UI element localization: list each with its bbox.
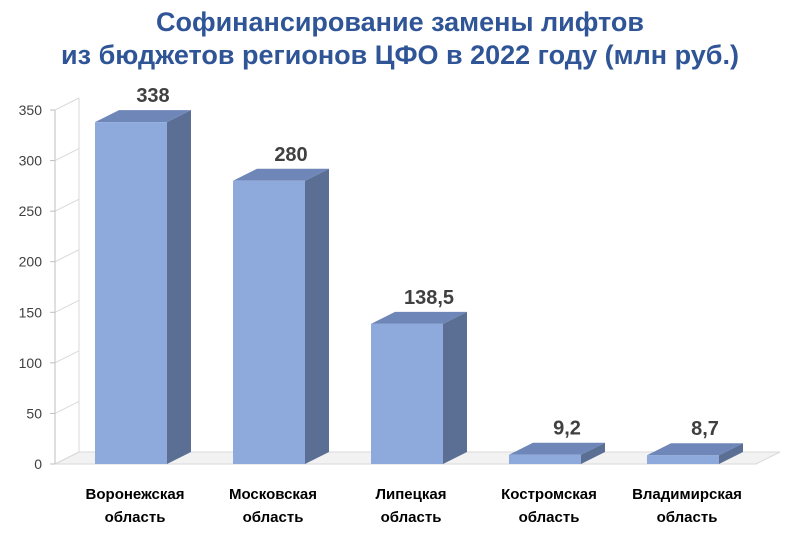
- data-label: 280: [274, 144, 307, 166]
- bar: [509, 454, 581, 464]
- y-gridline-diagonal: [54, 451, 80, 465]
- x-tick-label: область: [243, 509, 304, 526]
- bar: [647, 455, 719, 464]
- data-label: 338: [136, 85, 169, 107]
- y-tick-label: 150: [19, 304, 43, 320]
- chart-title-line-1: Софинансирование замены лифтов: [155, 7, 645, 37]
- x-tick-label: область: [519, 509, 580, 526]
- x-tick-label: Воронежская: [86, 486, 185, 503]
- y-tick-label: 200: [19, 254, 43, 270]
- y-gridline-diagonal: [54, 249, 80, 263]
- bar-side: [719, 443, 743, 464]
- data-label: 9,2: [553, 418, 581, 440]
- y-tick-label: 250: [19, 203, 43, 219]
- bar-top: [233, 168, 329, 181]
- y-gridline-diagonal: [54, 198, 80, 212]
- data-label: 8,7: [691, 418, 719, 440]
- y-tick-label: 300: [19, 153, 43, 169]
- y-gridline-diagonal: [54, 299, 80, 313]
- bar-top: [371, 311, 467, 324]
- bar: [371, 323, 443, 464]
- bar-top: [509, 442, 605, 455]
- bar-top: [95, 110, 191, 123]
- bar-side: [443, 311, 467, 464]
- data-label: 138,5: [404, 287, 454, 309]
- bar-side: [305, 168, 329, 465]
- bar-side: [581, 442, 605, 464]
- y-gridline-diagonal: [54, 97, 80, 111]
- bar: [95, 122, 167, 464]
- x-tick-label: область: [657, 509, 718, 526]
- chart-title-line-2: из бюджетов регионов ЦФО в 2022 году (мл…: [61, 40, 739, 70]
- bar: [233, 180, 305, 465]
- chart-title: Софинансирование замены лифтов из бюджет…: [0, 6, 800, 72]
- bar-top: [647, 443, 743, 456]
- x-tick-label: Липецкая: [376, 486, 447, 503]
- y-gridline-diagonal: [54, 350, 80, 364]
- y-gridline-diagonal: [54, 148, 80, 162]
- x-tick-label: Костромская: [501, 486, 597, 503]
- y-gridline-diagonal: [54, 400, 80, 414]
- x-tick-label: Московская: [229, 486, 317, 503]
- x-tick-label: Владимирская: [632, 486, 742, 503]
- x-tick-label: область: [381, 509, 442, 526]
- bar-side: [167, 110, 191, 464]
- x-tick-label: область: [105, 509, 166, 526]
- y-tick-label: 100: [19, 355, 43, 371]
- y-tick-label: 350: [19, 102, 43, 118]
- y-tick-label: 0: [34, 456, 42, 472]
- y-tick-label: 50: [26, 405, 42, 421]
